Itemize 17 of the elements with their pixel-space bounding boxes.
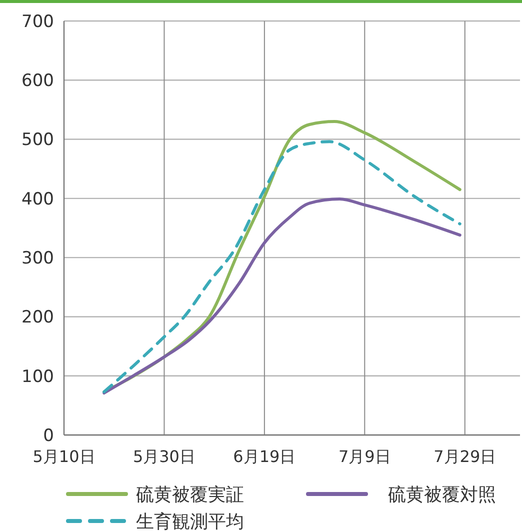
line-series [102,198,462,395]
legend-label: 生育観測平均 [136,511,244,531]
y-tick-label: 700 [22,12,54,32]
legend-label: 硫黄被覆実証 [136,484,244,506]
x-tick-label: 7月9日 [338,447,391,466]
y-tick-label: 500 [22,130,54,150]
x-tick-label: 5月30日 [132,447,196,466]
x-tick-label: 7月29日 [434,447,496,466]
y-tick-label: 400 [22,189,54,210]
legend-label: 硫黄被覆対照 [388,484,496,506]
y-tick-label: 0 [43,426,54,446]
y-tick-label: 600 [22,71,54,92]
x-tick-label: 6月19日 [233,447,296,466]
y-tick-label: 300 [22,248,54,269]
y-tick-label: 200 [22,308,54,328]
y-tick-label: 100 [22,366,54,387]
x-tick-label: 5月10日 [32,447,96,466]
